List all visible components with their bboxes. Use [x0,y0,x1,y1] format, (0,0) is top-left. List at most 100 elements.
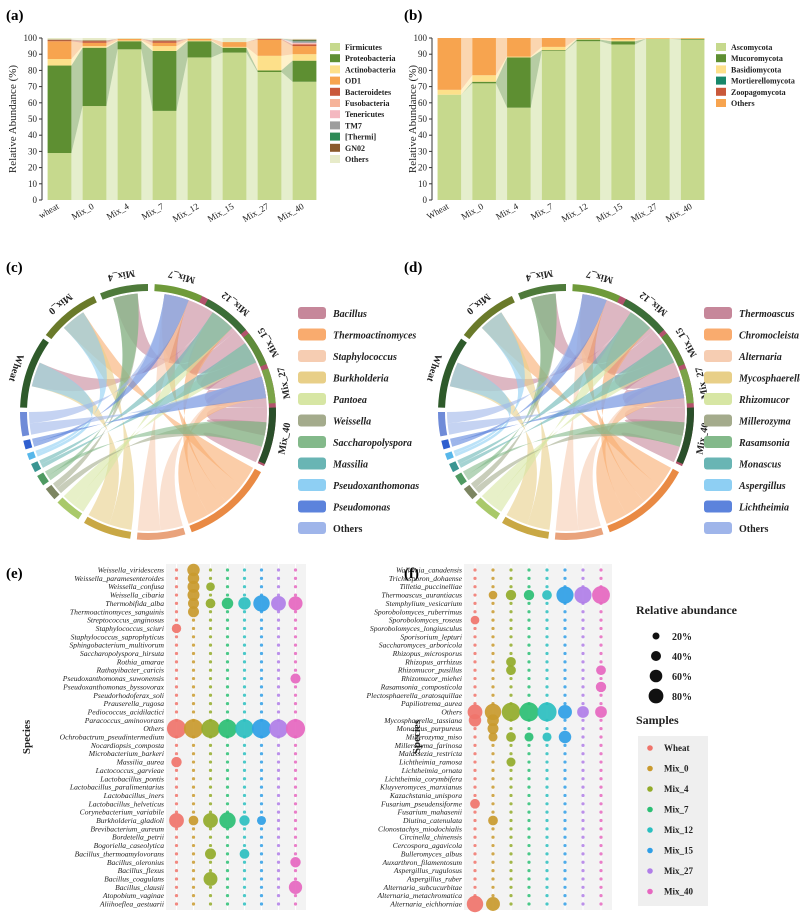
bubble-point [581,602,584,605]
bubble-point [599,735,602,738]
bubble-point [563,685,566,688]
bubble-point [294,644,297,647]
legend-label: Pantoea [333,395,367,406]
bubble-point [289,881,302,894]
bubble-point [599,568,602,571]
legend-swatch [716,43,726,51]
bubble-point [527,652,530,655]
bar-segment [611,38,635,40]
bubble-point [491,752,494,755]
bubble-point [563,819,566,822]
bubble-point [581,861,584,864]
bubble-point [473,861,476,864]
bubble-point [209,677,212,680]
bar-segment [188,40,212,41]
bubble-point [192,777,195,780]
bubble-point [473,760,476,763]
bubble-point [545,685,548,688]
bubble-point [226,735,229,738]
bubble-point [545,819,548,822]
bubble-point [473,602,476,605]
bar-segment [48,38,72,40]
legend-swatch [704,415,732,427]
bubble-point [277,644,280,647]
legend-swatch [704,522,732,534]
bubble-point [277,852,280,855]
bubble-point [509,844,512,847]
bubble-point [509,635,512,638]
bubble-point [527,760,530,763]
bubble-point [277,610,280,613]
bubble-point [527,585,530,588]
bubble-point [545,786,548,789]
bubble-point [509,568,512,571]
bubble-point [563,568,566,571]
panel-label-c: (c) [6,260,23,276]
bubble-point [209,844,212,847]
bubble-point [527,869,530,872]
bubble-point [226,669,229,672]
bubble-point [294,836,297,839]
legend-label: Chromocleista [739,331,799,342]
bubble-point [205,848,216,859]
bubble-point [491,802,494,805]
bubble-point [527,669,530,672]
bubble-point [277,861,280,864]
bar-segment [293,40,317,41]
bubble-chart-bacteria: Weissella_viridescensWeissella_paramesen… [21,564,306,910]
bar-segment [83,106,107,200]
bubble-point [563,727,566,730]
bubble-point [545,852,548,855]
y-tick-label: 60 [418,98,428,108]
bubble-point [491,744,494,747]
bubble-point [545,802,548,805]
legend-label: Zoopagomycota [731,88,786,97]
bubble-point [260,702,263,705]
bubble-point [243,769,246,772]
bar-segment [507,38,531,57]
y-tick-label: 40 [28,130,38,140]
bubble-point [509,786,512,789]
bubble-point [192,694,195,697]
bubble-point [527,694,530,697]
bubble-point [277,811,280,814]
bubble-point [545,627,548,630]
bubble-point [581,752,584,755]
bubble-point [563,877,566,880]
bubble-point [545,777,548,780]
legend-swatch [298,372,326,384]
bubble-point [192,827,195,830]
bubble-point [260,652,263,655]
bubble-point [260,610,263,613]
bubble-point [599,619,602,622]
bubble-point [294,769,297,772]
bubble-point [473,777,476,780]
bubble-point [226,710,229,713]
bubble-point [599,877,602,880]
legend-swatch [704,479,732,491]
sample-label: Mix_7 [585,268,614,285]
bubble-point [491,786,494,789]
sample-label: Wheat [424,353,444,384]
bubble-point [184,719,203,738]
genus-arc [31,461,41,472]
bubble-point [294,811,297,814]
y-tick-label: 90 [28,49,38,59]
bubble-point [491,652,494,655]
bubble-point [527,644,530,647]
bubble-point [192,861,195,864]
bubble-point [192,802,195,805]
bubble-point [209,744,212,747]
bar-segment [542,47,566,50]
genus-arc [441,439,450,449]
bubble-point [260,710,263,713]
legend-label: Mucoromycota [731,54,783,63]
bubble-point [243,585,246,588]
bubble-point [294,669,297,672]
samples-legend-dot [647,745,653,751]
bubble-point [599,744,602,747]
y-axis-title: Relative Abundance (%) [407,65,419,173]
bubble-point [260,902,263,905]
bar-segment [188,57,212,200]
